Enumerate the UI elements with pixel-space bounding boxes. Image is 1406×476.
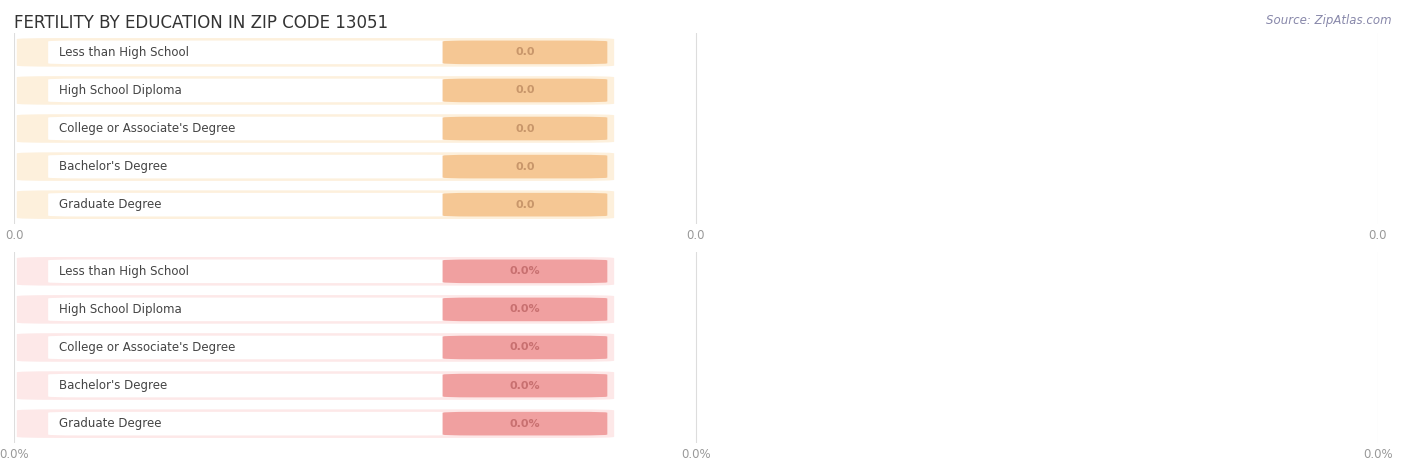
FancyBboxPatch shape: [17, 257, 614, 286]
Text: Less than High School: Less than High School: [59, 265, 188, 278]
Text: High School Diploma: High School Diploma: [59, 303, 181, 316]
FancyBboxPatch shape: [443, 298, 607, 321]
FancyBboxPatch shape: [48, 259, 456, 283]
FancyBboxPatch shape: [443, 336, 607, 359]
Text: Graduate Degree: Graduate Degree: [59, 417, 162, 430]
Text: FERTILITY BY EDUCATION IN ZIP CODE 13051: FERTILITY BY EDUCATION IN ZIP CODE 13051: [14, 14, 388, 32]
Text: 0.0: 0.0: [515, 123, 534, 134]
Text: Source: ZipAtlas.com: Source: ZipAtlas.com: [1267, 14, 1392, 27]
FancyBboxPatch shape: [17, 409, 614, 438]
Text: 0.0: 0.0: [515, 47, 534, 58]
Text: 0.0: 0.0: [515, 199, 534, 210]
FancyBboxPatch shape: [443, 374, 607, 397]
FancyBboxPatch shape: [17, 333, 614, 362]
Text: Graduate Degree: Graduate Degree: [59, 198, 162, 211]
Text: Less than High School: Less than High School: [59, 46, 188, 59]
Text: College or Associate's Degree: College or Associate's Degree: [59, 341, 235, 354]
FancyBboxPatch shape: [17, 114, 614, 143]
FancyBboxPatch shape: [443, 259, 607, 283]
FancyBboxPatch shape: [17, 295, 614, 324]
Text: 0.0%: 0.0%: [509, 418, 540, 429]
FancyBboxPatch shape: [48, 117, 456, 140]
FancyBboxPatch shape: [17, 76, 614, 105]
FancyBboxPatch shape: [443, 117, 607, 140]
FancyBboxPatch shape: [48, 79, 456, 102]
FancyBboxPatch shape: [48, 374, 456, 397]
FancyBboxPatch shape: [48, 155, 456, 178]
FancyBboxPatch shape: [443, 79, 607, 102]
Text: 0.0%: 0.0%: [509, 304, 540, 315]
Text: 0.0: 0.0: [515, 161, 534, 172]
Text: Bachelor's Degree: Bachelor's Degree: [59, 160, 167, 173]
Text: High School Diploma: High School Diploma: [59, 84, 181, 97]
Text: 0.0%: 0.0%: [509, 266, 540, 277]
FancyBboxPatch shape: [443, 40, 607, 64]
FancyBboxPatch shape: [17, 190, 614, 219]
FancyBboxPatch shape: [48, 40, 456, 64]
Text: College or Associate's Degree: College or Associate's Degree: [59, 122, 235, 135]
Text: 0.0%: 0.0%: [509, 342, 540, 353]
FancyBboxPatch shape: [17, 152, 614, 181]
FancyBboxPatch shape: [443, 193, 607, 217]
FancyBboxPatch shape: [17, 38, 614, 67]
FancyBboxPatch shape: [48, 412, 456, 436]
FancyBboxPatch shape: [48, 336, 456, 359]
FancyBboxPatch shape: [17, 371, 614, 400]
Text: 0.0: 0.0: [515, 85, 534, 96]
Text: Bachelor's Degree: Bachelor's Degree: [59, 379, 167, 392]
FancyBboxPatch shape: [443, 412, 607, 436]
FancyBboxPatch shape: [48, 298, 456, 321]
Text: 0.0%: 0.0%: [509, 380, 540, 391]
FancyBboxPatch shape: [443, 155, 607, 178]
FancyBboxPatch shape: [48, 193, 456, 217]
